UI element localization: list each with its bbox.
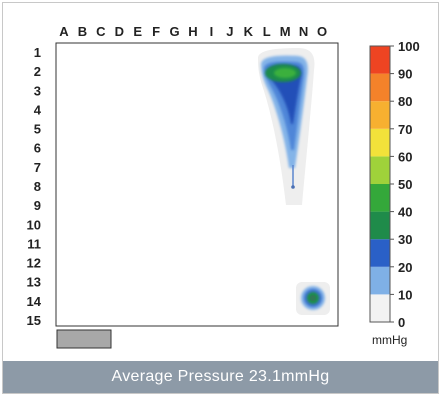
average-pressure-caption: Average Pressure 23.1mmHg bbox=[3, 361, 438, 393]
column-label-d: D bbox=[115, 24, 124, 39]
row-label-15: 15 bbox=[27, 313, 41, 328]
connector-tab bbox=[56, 329, 112, 349]
color-tick-label-30: 30 bbox=[398, 232, 412, 247]
color-band-30-40 bbox=[370, 211, 390, 240]
color-tick-label-70: 70 bbox=[398, 122, 412, 137]
color-band-0-10 bbox=[370, 294, 390, 322]
color-tick-label-40: 40 bbox=[398, 205, 412, 220]
column-label-h: H bbox=[188, 24, 197, 39]
column-label-m: M bbox=[280, 24, 291, 39]
color-band-50-60 bbox=[370, 156, 390, 184]
color-tick-label-50: 50 bbox=[398, 177, 412, 192]
color-band-90-100 bbox=[370, 46, 390, 74]
color-band-70-80 bbox=[370, 101, 390, 129]
column-label-a: A bbox=[59, 24, 69, 39]
color-band-60-70 bbox=[370, 128, 390, 157]
row-label-10: 10 bbox=[27, 217, 41, 232]
column-label-g: G bbox=[170, 24, 180, 39]
row-label-7: 7 bbox=[34, 160, 41, 175]
column-label-n: N bbox=[299, 24, 308, 39]
color-tick-label-80: 80 bbox=[398, 94, 412, 109]
lower-right-pressure-spot bbox=[296, 282, 330, 315]
row-label-11: 11 bbox=[27, 236, 41, 251]
column-label-c: C bbox=[96, 24, 106, 39]
row-label-13: 13 bbox=[27, 275, 41, 290]
spot-peak-40 bbox=[310, 295, 316, 301]
row-label-2: 2 bbox=[34, 64, 41, 79]
color-band-80-90 bbox=[370, 73, 390, 102]
color-scale-legend: 0 10 20 30 40 50 60 70 80 90 100 mmHg bbox=[369, 39, 420, 347]
color-tick-label-10: 10 bbox=[398, 287, 412, 302]
column-label-l: L bbox=[263, 24, 271, 39]
color-tick-label-100: 100 bbox=[398, 39, 420, 54]
color-band-40-50 bbox=[370, 184, 390, 212]
color-tick-label-60: 60 bbox=[398, 149, 412, 164]
row-label-9: 9 bbox=[34, 198, 41, 213]
upper-right-pressure-region bbox=[258, 48, 315, 205]
column-label-o: O bbox=[317, 24, 327, 39]
color-band-20-30 bbox=[370, 239, 390, 267]
row-label-5: 5 bbox=[34, 122, 41, 137]
row-label-3: 3 bbox=[34, 83, 41, 98]
row-label-1: 1 bbox=[34, 45, 41, 60]
color-tick-label-20: 20 bbox=[398, 260, 412, 275]
column-label-f: F bbox=[152, 24, 160, 39]
column-label-j: J bbox=[226, 24, 233, 39]
row-label-14: 14 bbox=[27, 294, 42, 309]
column-label-b: B bbox=[78, 24, 87, 39]
color-tick-label-0: 0 bbox=[398, 315, 405, 330]
region-peak-50 bbox=[274, 68, 296, 78]
column-label-e: E bbox=[133, 24, 142, 39]
row-label-12: 12 bbox=[27, 256, 41, 271]
column-label-i: I bbox=[210, 24, 214, 39]
region-tail-dot bbox=[291, 185, 295, 189]
row-label-6: 6 bbox=[34, 141, 41, 156]
color-bar-unit: mmHg bbox=[372, 333, 407, 347]
column-label-k: K bbox=[244, 24, 254, 39]
color-tick-label-90: 90 bbox=[398, 67, 412, 82]
row-label-8: 8 bbox=[34, 179, 41, 194]
color-band-10-20 bbox=[370, 266, 390, 295]
row-label-4: 4 bbox=[34, 102, 42, 117]
